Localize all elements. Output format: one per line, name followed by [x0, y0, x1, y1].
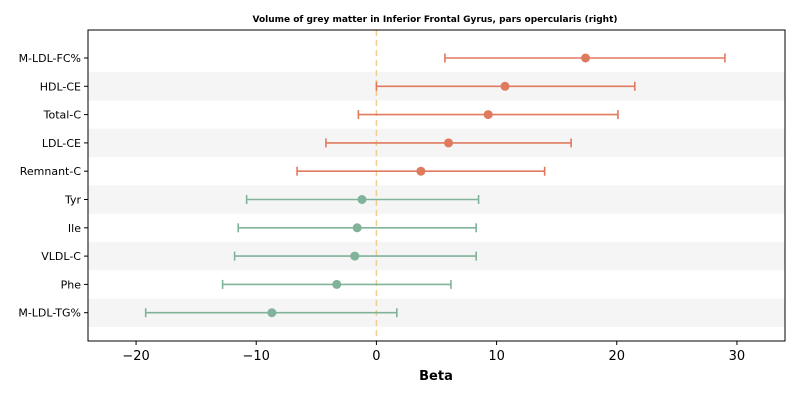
estimate-marks — [144, 53, 726, 318]
y-axis: M-LDL-FC% HDL-CE Total-C LDL-CE Remnant-C Tyr… — [18, 52, 88, 320]
y-tick-label: HDL-CE — [40, 80, 81, 93]
y-tick-label: Tyr — [64, 194, 82, 207]
point-estimate — [416, 166, 426, 176]
x-axis: −20 −10 0 10 20 30 — [122, 341, 745, 364]
point-estimate — [267, 308, 277, 318]
x-tick-label: 30 — [729, 349, 746, 364]
point-estimate — [581, 53, 591, 63]
point-estimate — [352, 223, 362, 233]
x-tick-label: 20 — [608, 349, 625, 364]
y-tick-label: M-LDL-TG% — [18, 307, 81, 320]
point-estimate — [332, 279, 342, 289]
plot-border — [87, 29, 786, 342]
chart-title: Volume of grey matter in Inferior Fronta… — [252, 15, 617, 25]
x-tick-label: 10 — [488, 349, 505, 364]
point-estimate — [357, 195, 367, 204]
x-axis-label: Beta — [419, 369, 453, 384]
point-estimate — [444, 138, 454, 148]
point-estimate — [500, 81, 510, 91]
x-tick-label: −10 — [243, 349, 270, 364]
point-estimate — [483, 110, 493, 120]
y-tick-label: VLDL-C — [41, 250, 81, 263]
y-tick-label: Remnant-C — [20, 165, 82, 178]
y-tick-label: Phe — [61, 278, 82, 291]
y-tick-label: LDL-CE — [42, 137, 81, 150]
x-tick-label: −20 — [122, 349, 149, 364]
plot-frame — [87, 29, 786, 342]
y-tick-label: M-LDL-FC% — [19, 52, 81, 65]
y-tick-label: Total-C — [43, 109, 82, 122]
x-tick-label: 0 — [372, 349, 380, 364]
y-tick-label: Ile — [68, 222, 81, 235]
point-estimate — [350, 251, 360, 261]
